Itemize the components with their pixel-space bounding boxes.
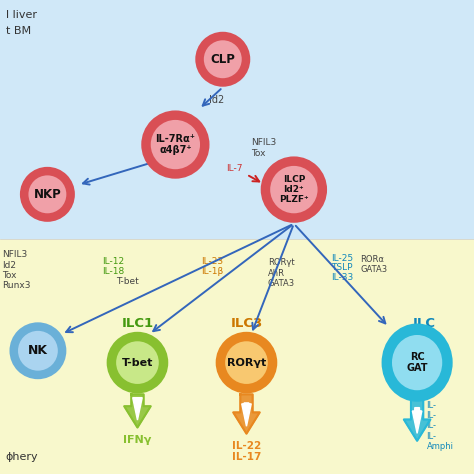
Polygon shape xyxy=(233,394,260,434)
Bar xyxy=(0,239,474,474)
Text: ILC: ILC xyxy=(412,317,436,330)
Ellipse shape xyxy=(382,323,453,402)
Text: Id2: Id2 xyxy=(210,95,225,106)
Text: NK: NK xyxy=(28,344,48,357)
Text: IL-23: IL-23 xyxy=(201,257,224,266)
Text: ILC3: ILC3 xyxy=(230,317,263,330)
Polygon shape xyxy=(412,408,422,433)
Text: CLP: CLP xyxy=(210,53,235,66)
Text: T-bet: T-bet xyxy=(122,357,153,368)
Circle shape xyxy=(28,175,66,213)
Text: IL-7: IL-7 xyxy=(226,164,243,173)
Text: l liver: l liver xyxy=(6,10,36,20)
Text: t BM: t BM xyxy=(6,26,31,36)
Polygon shape xyxy=(133,398,142,420)
Text: NKP: NKP xyxy=(34,188,61,201)
Text: IL-22
IL-17: IL-22 IL-17 xyxy=(232,441,261,463)
Text: RORγt: RORγt xyxy=(227,357,266,368)
Ellipse shape xyxy=(392,335,442,390)
Text: TSLP: TSLP xyxy=(331,264,352,272)
Circle shape xyxy=(151,120,200,169)
Text: T-bet: T-bet xyxy=(116,277,139,286)
Circle shape xyxy=(225,341,268,384)
Circle shape xyxy=(141,110,210,179)
Text: IL-1β: IL-1β xyxy=(201,267,224,275)
Text: RORγt
AhR
GATA3: RORγt AhR GATA3 xyxy=(268,258,295,288)
Circle shape xyxy=(261,156,327,223)
Text: IL-7Rα⁺
α4β7⁺: IL-7Rα⁺ α4β7⁺ xyxy=(155,134,195,155)
Polygon shape xyxy=(242,403,251,426)
Circle shape xyxy=(20,167,75,222)
Text: IL-25: IL-25 xyxy=(331,254,353,263)
Text: ILC1: ILC1 xyxy=(121,317,154,330)
Text: IL-33: IL-33 xyxy=(331,273,353,282)
Text: IL-
IL-
IL-
IL-
Amphi: IL- IL- IL- IL- Amphi xyxy=(427,401,454,451)
Circle shape xyxy=(204,40,242,78)
Text: NFIL3
Tox: NFIL3 Tox xyxy=(251,138,276,157)
Text: RORα
GATA3: RORα GATA3 xyxy=(360,255,387,274)
Text: IL-18: IL-18 xyxy=(102,267,124,275)
Circle shape xyxy=(18,331,58,371)
Circle shape xyxy=(116,341,159,384)
Bar xyxy=(0,0,474,239)
Circle shape xyxy=(107,332,168,393)
Circle shape xyxy=(195,32,250,87)
Text: IFNγ: IFNγ xyxy=(123,435,152,445)
Polygon shape xyxy=(404,399,430,441)
Text: NFIL3
Id2
Tox
Runx3: NFIL3 Id2 Tox Runx3 xyxy=(2,250,31,291)
Circle shape xyxy=(9,322,66,379)
Polygon shape xyxy=(124,394,151,428)
Circle shape xyxy=(216,332,277,393)
Text: RC
GAT: RC GAT xyxy=(406,352,428,374)
Text: IL-12: IL-12 xyxy=(102,257,124,266)
Circle shape xyxy=(270,166,318,213)
Text: ILCP
Id2⁺
PLZF⁺: ILCP Id2⁺ PLZF⁺ xyxy=(279,175,309,204)
Text: ϕhery: ϕhery xyxy=(6,452,38,462)
